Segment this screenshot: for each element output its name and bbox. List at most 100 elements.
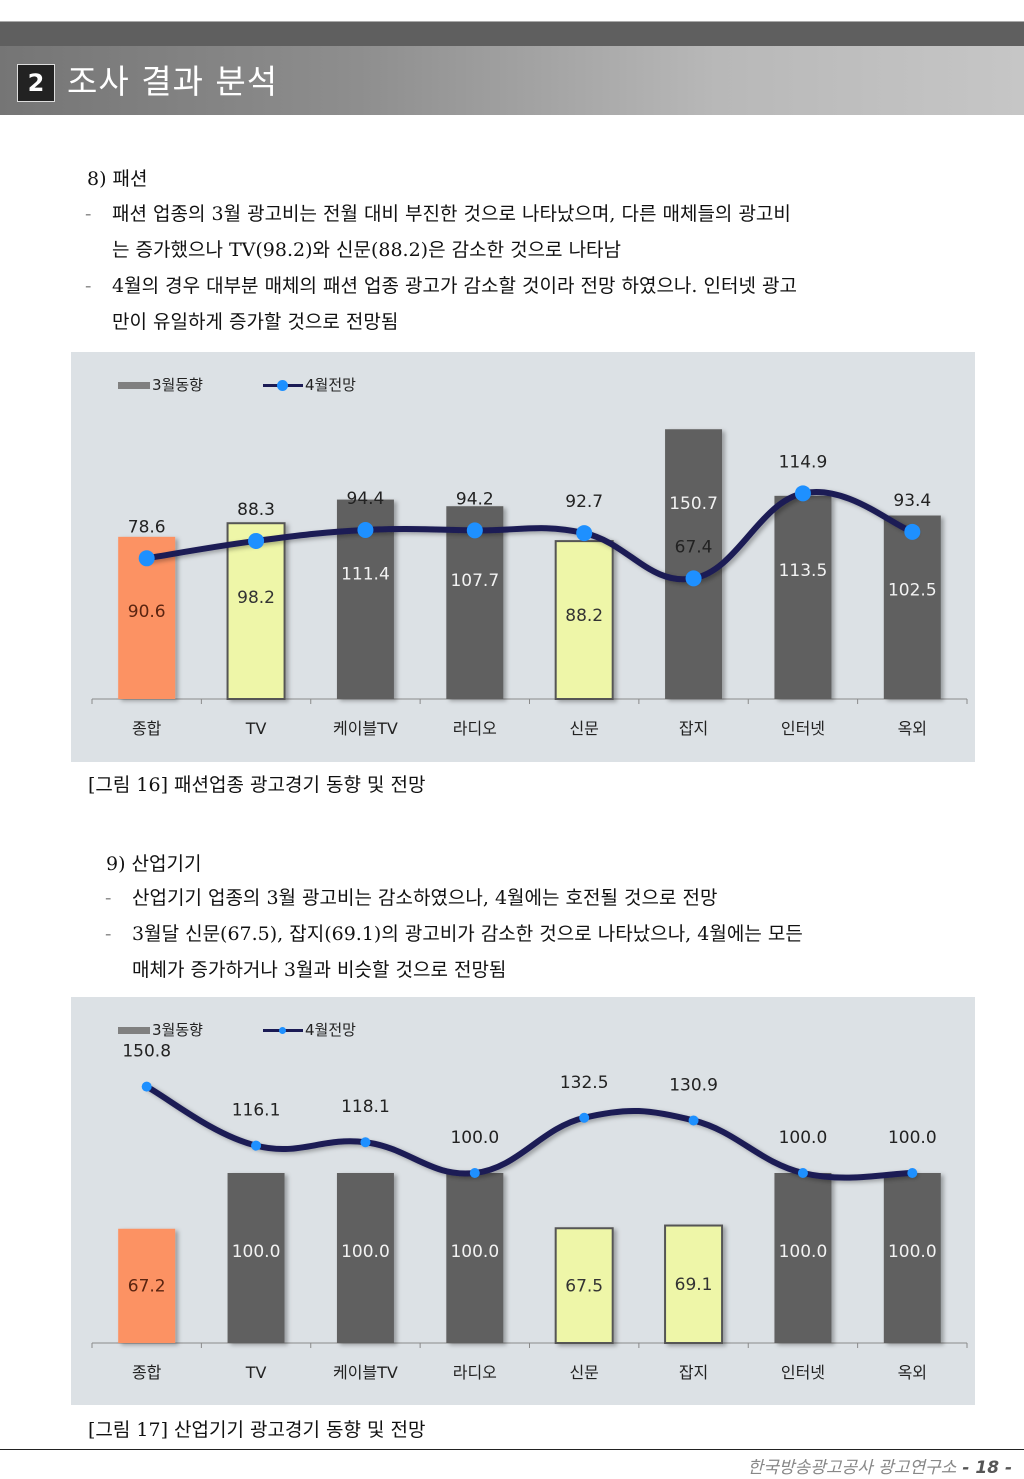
line-marker <box>466 522 483 539</box>
line-marker <box>360 1137 371 1148</box>
legend-item-bar: 3월동향 <box>118 374 203 395</box>
line-value-label: 114.9 <box>779 452 828 472</box>
bar-라디오 <box>446 1173 504 1343</box>
bar-value-label: 100.0 <box>888 1242 937 1262</box>
bullet-industrial-1: - 산업기기 업종의 3월 광고비는 감소하였으나, 4월에는 호전될 것으로 … <box>105 880 718 916</box>
line-marker <box>138 550 155 567</box>
line-value-label: 93.4 <box>893 491 931 511</box>
bar-신문 <box>554 540 614 700</box>
bar-잡지 <box>664 1224 724 1344</box>
bar-인터넷 <box>774 1173 832 1343</box>
legend-line-swatch <box>263 1027 303 1034</box>
x-tick-label: 케이블TV <box>333 1363 398 1382</box>
bar-value-label: 100.0 <box>341 1242 390 1262</box>
figure-caption-17: [그림 17] 산업기기 광고경기 동향 및 전망 <box>88 1419 426 1441</box>
bar-value-label: 69.1 <box>675 1275 713 1295</box>
bar-value-label: 100.0 <box>232 1242 281 1262</box>
line-marker <box>248 532 265 549</box>
x-tick-label: 잡지 <box>679 719 708 738</box>
legend-label: 4월전망 <box>305 376 356 394</box>
line-marker <box>685 570 702 587</box>
series-line-4월전망 <box>143 488 916 583</box>
bullet-line: 만이 유일하게 증가할 것으로 전망됨 <box>112 311 399 333</box>
footer: 한국방송광고공사 광고연구소 - 18 - <box>748 1453 1012 1478</box>
bar-인터넷 <box>774 495 832 699</box>
bullet-line: 산업기기 업종의 3월 광고비는 감소하였으나, 4월에는 호전될 것으로 전망 <box>132 887 718 909</box>
bullet-line: 3월달 신문(67.5), 잡지(69.1)의 광고비가 감소한 것으로 나타났… <box>132 923 803 945</box>
chart-fashion-plot: 90.6 98.2 111.4 107.7 88.2 150.7 113.5 102.5 78.… <box>91 429 968 738</box>
footer-org: 한국방송광고공사 광고연구소 <box>747 1458 957 1478</box>
x-tick-label: 라디오 <box>453 719 497 738</box>
x-tick-label: 옥외 <box>898 1363 927 1382</box>
bullet-industrial-2: - 3월달 신문(67.5), 잡지(69.1)의 광고비가 감소한 것으로 나… <box>105 916 803 988</box>
line-value-label: 88.3 <box>237 500 275 520</box>
bullet-line: 는 증가했으나 TV(98.2)와 신문(88.2)은 감소한 것으로 나타남 <box>112 239 622 261</box>
bar-신문 <box>554 1227 614 1344</box>
chart-industrial-plot: 67.2 100.0 100.0 100.0 67.5 69.1 100.0 100.0 150… <box>91 1042 968 1382</box>
bar-옥외 <box>883 1173 941 1343</box>
line-marker <box>576 525 593 542</box>
x-tick-label: 신문 <box>569 1363 598 1382</box>
x-tick-label: TV <box>245 719 267 738</box>
legend-item-line: 4월전망 <box>263 1019 356 1040</box>
line-value-label: 94.2 <box>456 489 494 509</box>
chart-fashion: 3월동향 4월전망 90.6 98.2 111.4 107.7 88.2 150.7 113… <box>71 352 975 762</box>
line-marker <box>141 1081 152 1092</box>
x-tick-label: 종합 <box>132 1363 162 1382</box>
bar-value-label: 67.2 <box>128 1277 166 1297</box>
line-marker <box>357 522 374 539</box>
bar-value-label: 88.2 <box>565 606 603 626</box>
line-value-label: 94.4 <box>347 489 385 509</box>
x-tick-label: 종합 <box>132 719 162 738</box>
line-value-label: 118.1 <box>341 1097 390 1117</box>
bar-value-label: 111.4 <box>341 565 390 585</box>
bullet-fashion-1: - 패션 업종의 3월 광고비는 전월 대비 부진한 것으로 나타났으며, 다른… <box>85 196 791 268</box>
bar-value-label: 90.6 <box>128 602 166 622</box>
section-title: 조사 결과 분석 <box>67 62 279 101</box>
bar-옥외 <box>883 515 941 699</box>
legend-item-bar: 3월동향 <box>118 1019 203 1040</box>
section-number-badge: 2 <box>17 64 55 102</box>
legend-label: 3월동향 <box>152 376 203 394</box>
bar-value-label: 98.2 <box>237 588 275 608</box>
line-marker <box>579 1112 590 1123</box>
legend-label: 3월동향 <box>152 1021 203 1039</box>
bar-value-label: 150.7 <box>669 494 718 514</box>
x-tick-label: 케이블TV <box>333 719 398 738</box>
bar-케이블TV <box>336 1173 394 1343</box>
line-value-label: 150.8 <box>122 1042 171 1062</box>
bullet-dash: - <box>85 203 92 225</box>
legend-line-swatch <box>263 380 303 391</box>
legend-label: 4월전망 <box>305 1021 356 1039</box>
bullet-dash: - <box>85 275 92 297</box>
bullet-dash: - <box>105 887 112 909</box>
x-tick-label: 인터넷 <box>781 1363 825 1382</box>
bar-value-label: 67.5 <box>565 1276 603 1296</box>
bar-value-label: 113.5 <box>779 561 828 581</box>
line-value-label: 100.0 <box>779 1128 828 1148</box>
bar-value-label: 102.5 <box>888 581 937 601</box>
x-tick-label: 신문 <box>569 719 598 738</box>
bar-value-label: 107.7 <box>450 571 499 591</box>
bullet-line: 패션 업종의 3월 광고비는 전월 대비 부진한 것으로 나타났으며, 다른 매… <box>112 203 791 225</box>
line-value-label: 78.6 <box>128 517 166 537</box>
line-marker <box>251 1140 262 1151</box>
bar-TV <box>226 522 286 700</box>
line-marker <box>688 1115 699 1126</box>
bar-잡지 <box>665 429 723 699</box>
bar-TV <box>227 1173 285 1343</box>
line-value-label: 100.0 <box>888 1128 937 1148</box>
bar-value-label: 100.0 <box>779 1242 828 1262</box>
bullet-line: 4월의 경우 대부분 매체의 패션 업종 광고가 감소할 것이라 전망 하였으나… <box>112 275 797 297</box>
bar-value-label: 100.0 <box>450 1242 499 1262</box>
bullet-fashion-2: - 4월의 경우 대부분 매체의 패션 업종 광고가 감소할 것이라 전망 하였… <box>85 268 797 340</box>
line-marker <box>469 1168 480 1178</box>
x-tick-label: 옥외 <box>898 719 927 738</box>
x-tick-label: 잡지 <box>679 1363 708 1382</box>
bullet-line: 매체가 증가하거나 3월과 비슷할 것으로 전망됨 <box>132 959 507 981</box>
line-value-label: 132.5 <box>560 1073 609 1093</box>
bullet-dash: - <box>105 923 112 945</box>
footer-rule <box>0 1449 1024 1450</box>
line-marker <box>904 523 921 540</box>
legend-bar-swatch <box>118 382 150 389</box>
